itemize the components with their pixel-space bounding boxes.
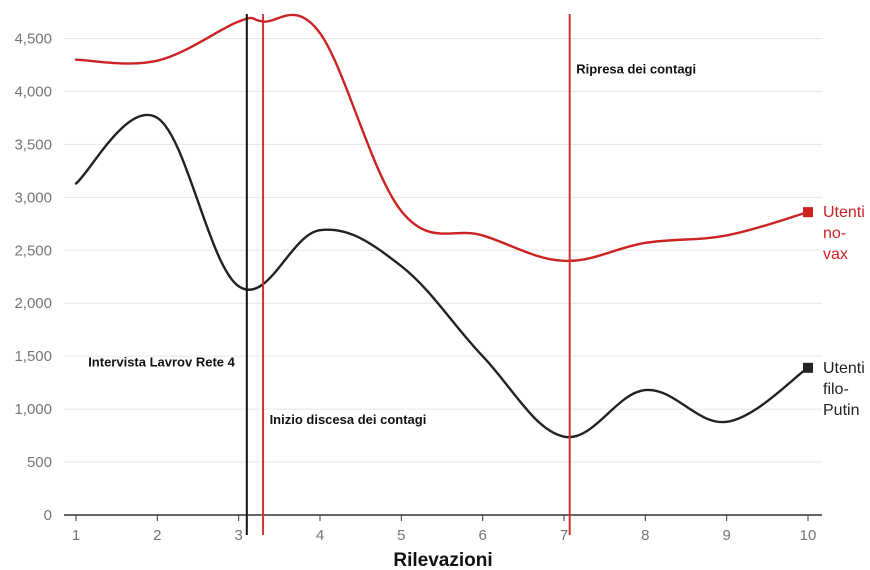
x-tick-label: 6 [478,527,486,544]
x-tick-label: 8 [641,527,649,544]
x-axis-ticks: 1 2 3 4 5 6 7 8 9 10 [72,515,817,544]
y-tick-label: 3,500 [14,136,52,153]
event-annotation: Intervista Lavrov Rete 4 [88,355,235,370]
x-axis-label: Rilevazioni [393,550,492,570]
series-lines [74,13,813,439]
x-tick-label: 7 [560,527,568,544]
y-tick-label: 500 [27,454,52,471]
gridlines [64,37,822,516]
y-axis-ticks: 0 500 1,000 1,500 2,000 2,500 3,000 3,500 4,000 4… [14,30,52,524]
event-annotation: Inizio discesa dei contagi [270,412,427,427]
series-end-marker [803,362,813,373]
series-line [74,13,810,263]
series-end-marker [803,207,813,218]
x-tick-label: 9 [722,527,730,544]
y-tick-label: 4,000 [14,83,52,100]
series-labels: Utenti no-vax Utenti filo-Putin [823,204,865,419]
x-tick-label: 2 [153,527,161,544]
y-tick-label: 4,500 [14,30,52,47]
x-tick-label: 3 [234,527,242,544]
y-tick-label: 2,500 [14,242,52,259]
x-tick-label: 10 [800,527,817,544]
x-tick-label: 4 [316,527,324,544]
series-label: Utenti filo-Putin [823,360,865,419]
y-tick-label: 1,500 [14,348,52,365]
vertical-markers: Intervista Lavrov Rete 4 Inizio discesa d… [88,14,696,535]
y-tick-label: 1,000 [14,401,52,418]
event-annotation: Ripresa dei contagi [576,61,696,76]
y-tick-label: 2,000 [14,295,52,312]
series-label: Utenti no-vax [823,204,865,263]
y-tick-label: 3,000 [14,189,52,206]
series-line [74,113,810,439]
y-tick-label: 0 [44,507,52,524]
x-tick-label: 1 [72,527,80,544]
x-tick-label: 5 [397,527,405,544]
